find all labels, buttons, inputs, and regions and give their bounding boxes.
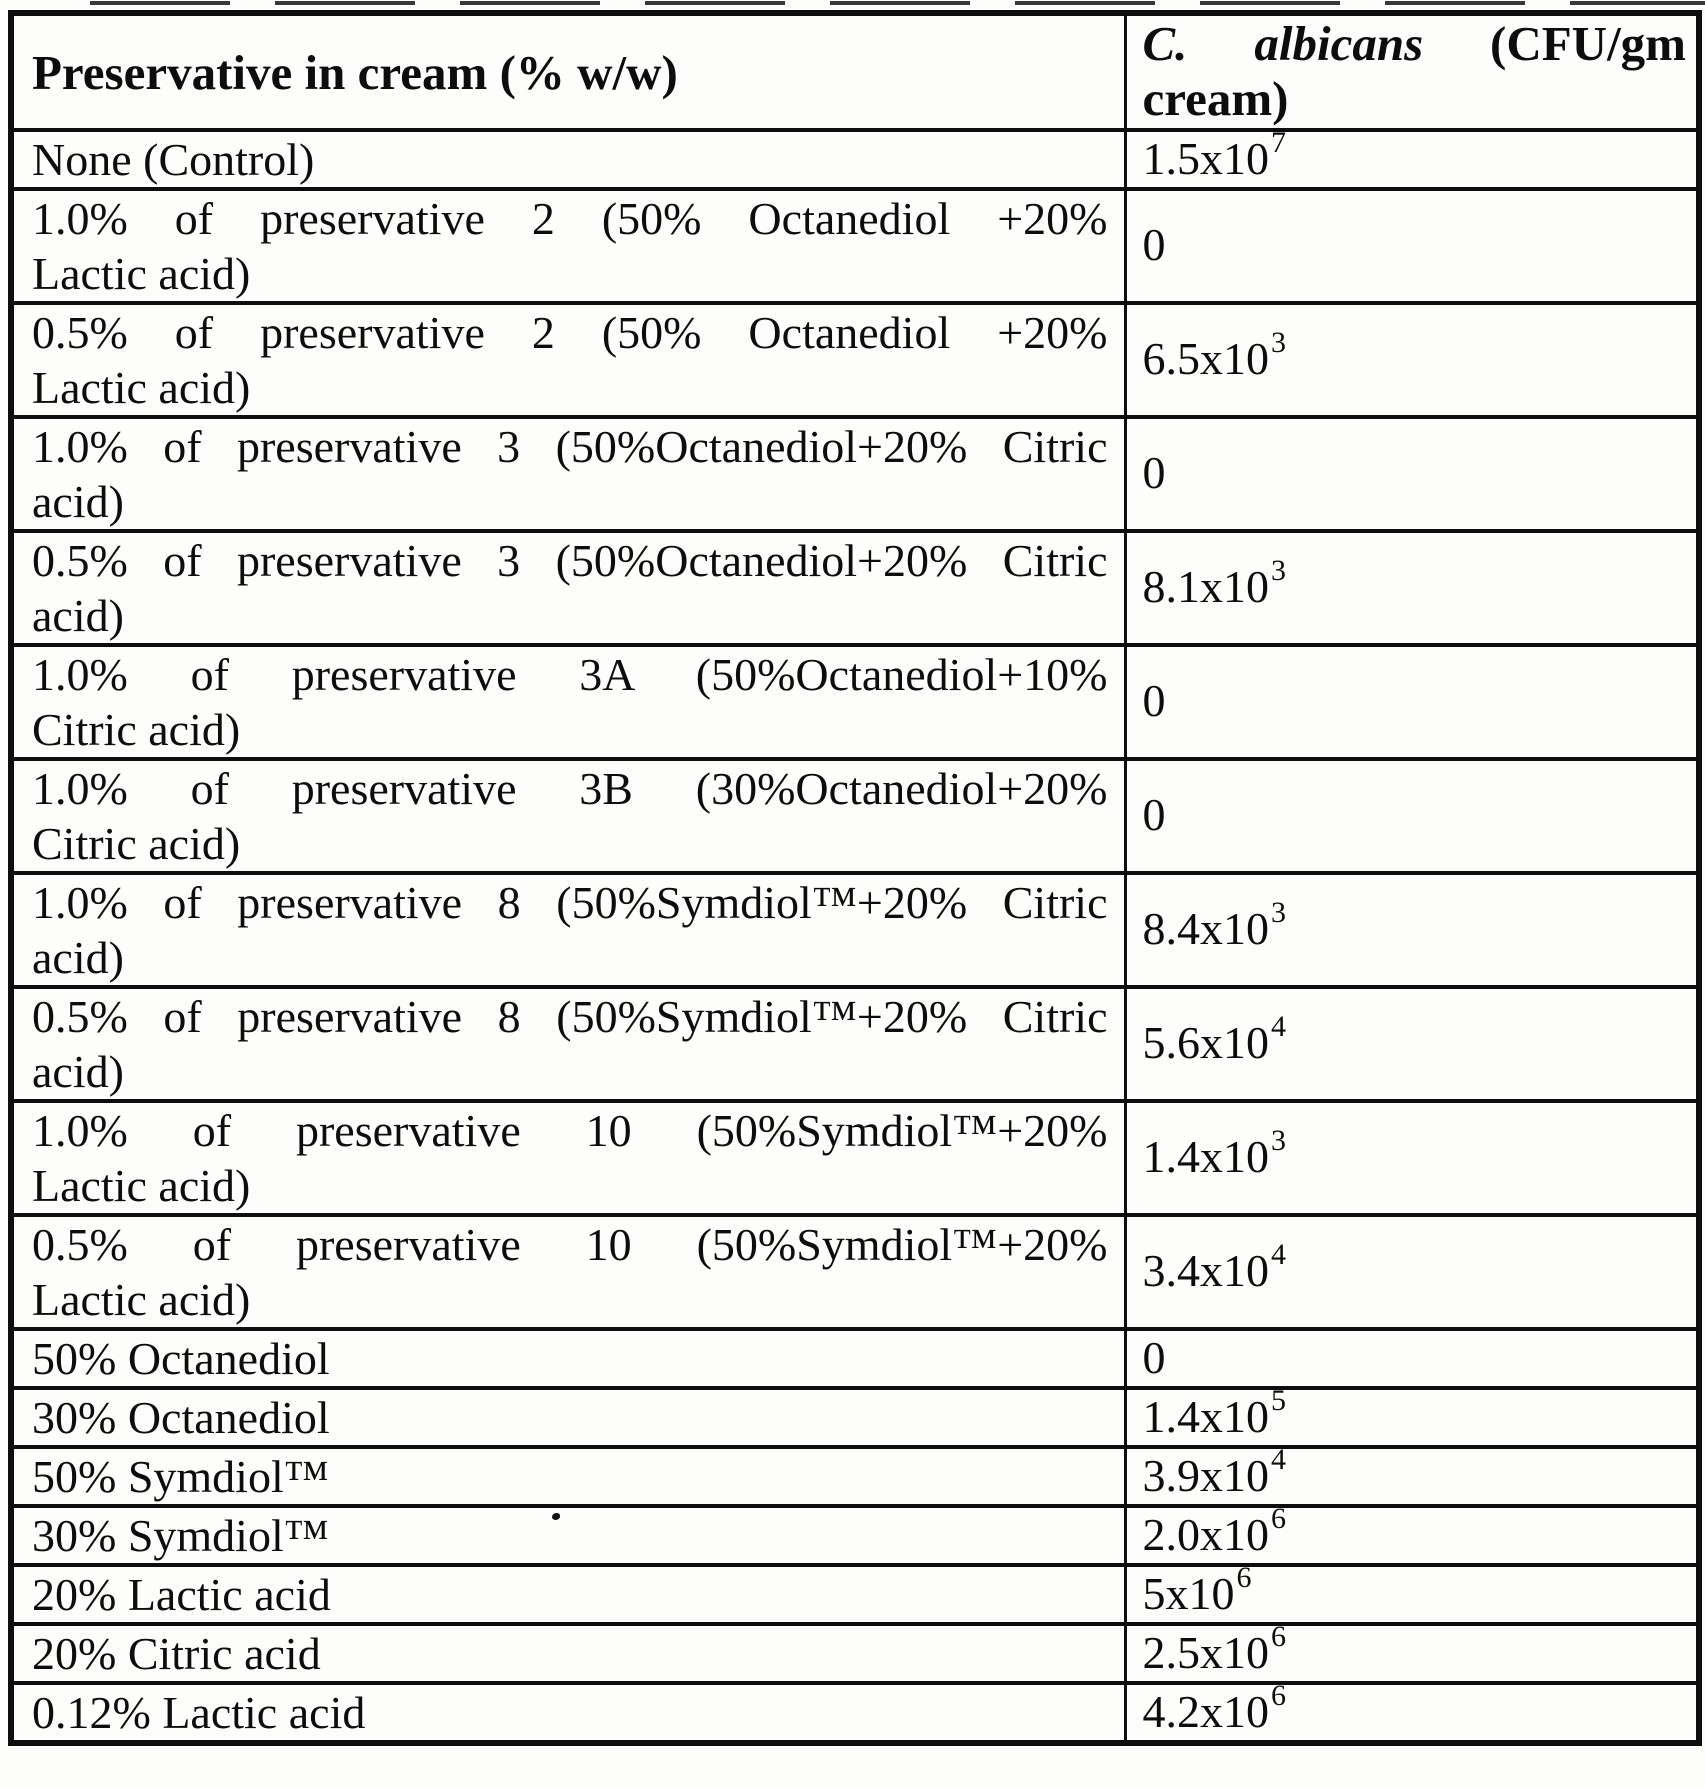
cfu-value-cell: 1.4x103 <box>1123 1099 1699 1217</box>
cfu-value-cell: 0 <box>1123 415 1699 533</box>
cfu-value: 6.5x10 <box>1142 333 1270 384</box>
table-row: 20% Lactic acid 5x106 <box>11 1563 1699 1626</box>
preservative-cell: 1.0% of preservative 3B (30%Octanediol+2… <box>11 757 1125 875</box>
table-row: 0.12% Lactic acid 4.2x106 <box>11 1681 1699 1745</box>
cfu-value: 0 <box>1142 1331 1166 1383</box>
preservative-cell: 0.5% of preservative 10 (50%Symdiol™+20%… <box>11 1213 1125 1331</box>
table-row: 0.5% of preservative 2 (50% Octanediol +… <box>11 301 1699 419</box>
preservative-cell: 50% Symdiol™ <box>11 1445 1125 1508</box>
preservative-header-cell: Preservative in cream (% w/w) <box>11 11 1125 132</box>
cfu-header-line1: C. albicans (CFU/gm <box>1142 16 1687 71</box>
table-row: 30% Octanediol 1.4x105 <box>11 1386 1699 1449</box>
table-row: 20% Citric acid 2.5x106 <box>11 1622 1699 1685</box>
table-row: 1.0% of preservative 3A (50%Octanediol+1… <box>11 643 1699 761</box>
cfu-value-cell: 2.0x106 <box>1123 1504 1699 1567</box>
table-row: 1.0% of preservative 2 (50% Octanediol +… <box>11 187 1699 305</box>
cfu-value: 0 <box>1142 675 1166 726</box>
cfu-exponent: 7 <box>1271 130 1286 159</box>
cfu-value: 2.0x10 <box>1142 1508 1270 1560</box>
species-name: C. albicans <box>1142 16 1424 71</box>
table-row: 1.0% of preservative 3 (50%Octanediol+20… <box>11 415 1699 533</box>
cfu-exponent: 5 <box>1271 1388 1286 1417</box>
cfu-value-cell: 3.9x104 <box>1123 1445 1699 1508</box>
table-row: 50% Octanediol 0 <box>11 1327 1699 1390</box>
cfu-value-cell: 1.5x107 <box>1123 128 1699 191</box>
cfu-value-cell: 3.4x104 <box>1123 1213 1699 1331</box>
preservative-cell: 1.0% of preservative 8 (50%Symdiol™+20% … <box>11 871 1125 989</box>
cfu-value-cell: 8.4x103 <box>1123 871 1699 989</box>
cfu-value: 8.4x10 <box>1142 903 1270 954</box>
preservative-cell: 0.5% of preservative 8 (50%Symdiol™+20% … <box>11 985 1125 1103</box>
cfu-value: 3.9x10 <box>1142 1449 1270 1501</box>
cfu-exponent: 3 <box>1271 554 1286 587</box>
cfu-value: 0 <box>1142 789 1166 840</box>
cfu-value-cell: 4.2x106 <box>1123 1681 1699 1745</box>
cfu-exponent: 6 <box>1236 1565 1252 1594</box>
cfu-value-cell: 5.6x104 <box>1123 985 1699 1103</box>
cfu-value: 5.6x10 <box>1142 1017 1270 1068</box>
cfu-header-line2: cream) <box>1142 71 1289 126</box>
cfu-value: 5x10 <box>1142 1567 1235 1619</box>
cfu-value: 0 <box>1142 219 1166 270</box>
cfu-value-cell: 1.4x105 <box>1123 1386 1699 1449</box>
preservative-header-label: Preservative in cream (% w/w) <box>32 44 678 100</box>
scan-artifact-line <box>90 1 1705 5</box>
cfu-exponent: 6 <box>1271 1506 1286 1535</box>
table-row: 0.5% of preservative 10 (50%Symdiol™+20%… <box>11 1213 1699 1331</box>
preservative-cell: 0.5% of preservative 3 (50%Octanediol+20… <box>11 529 1125 647</box>
cfu-value: 3.4x10 <box>1142 1245 1270 1296</box>
preservative-cell: 1.0% of preservative 3 (50%Octanediol+20… <box>11 415 1125 533</box>
preservative-cell: 1.0% of preservative 10 (50%Symdiol™+20%… <box>11 1099 1125 1217</box>
table-row: None (Control) 1.5x107 <box>11 128 1699 191</box>
cfu-value: 1.4x10 <box>1142 1131 1270 1182</box>
cfu-exponent: 3 <box>1271 326 1286 359</box>
cfu-value-cell: 2.5x106 <box>1123 1622 1699 1685</box>
cfu-value-cell: 0 <box>1123 1327 1699 1390</box>
cfu-value: 4.2x10 <box>1142 1685 1270 1737</box>
cfu-exponent: 4 <box>1271 1010 1286 1043</box>
preservative-cell: 0.5% of preservative 2 (50% Octanediol +… <box>11 301 1125 419</box>
table-row: 1.0% of preservative 3B (30%Octanediol+2… <box>11 757 1699 875</box>
cfu-value: 1.5x10 <box>1142 132 1270 184</box>
table-row: 1.0% of preservative 10 (50%Symdiol™+20%… <box>11 1099 1699 1217</box>
preservative-cell: 20% Citric acid <box>11 1622 1125 1685</box>
preservative-cell: 50% Octanediol <box>11 1327 1125 1390</box>
cfu-exponent: 3 <box>1271 1124 1286 1157</box>
cfu-value: 0 <box>1142 447 1166 498</box>
cfu-exponent: 3 <box>1271 896 1286 929</box>
preservative-cell: 30% Octanediol <box>11 1386 1125 1449</box>
cfu-exponent: 4 <box>1271 1238 1286 1271</box>
cfu-value-cell: 6.5x103 <box>1123 301 1699 419</box>
cfu-value-cell: 5x106 <box>1123 1563 1699 1626</box>
cfu-value-cell: 0 <box>1123 187 1699 305</box>
cfu-value-cell: 8.1x103 <box>1123 529 1699 647</box>
table-row: 50% Symdiol™ 3.9x104 <box>11 1445 1699 1508</box>
preservative-cell: 1.0% of preservative 2 (50% Octanediol +… <box>11 187 1125 305</box>
header-row: Preservative in cream (% w/w) C. albican… <box>11 11 1699 132</box>
preservative-cell: 0.12% Lactic acid <box>11 1681 1125 1745</box>
cfu-value: 8.1x10 <box>1142 561 1270 612</box>
cfu-value: 1.4x10 <box>1142 1390 1270 1442</box>
cfu-header-cell: C. albicans (CFU/gm cream) <box>1123 11 1699 132</box>
table-row: 1.0% of preservative 8 (50%Symdiol™+20% … <box>11 871 1699 989</box>
cfu-exponent: 4 <box>1271 1447 1286 1476</box>
cfu-exponent: 6 <box>1271 1624 1286 1653</box>
results-table: Preservative in cream (% w/w) C. albican… <box>8 10 1702 1746</box>
table-row: 0.5% of preservative 8 (50%Symdiol™+20% … <box>11 985 1699 1103</box>
cfu-unit-part1: (CFU/gm <box>1490 16 1686 71</box>
preservative-cell: 20% Lactic acid <box>11 1563 1125 1626</box>
cfu-value-cell: 0 <box>1123 757 1699 875</box>
preservative-cell: 30% Symdiol™ <box>11 1504 1125 1567</box>
table-row: 0.5% of preservative 3 (50%Octanediol+20… <box>11 529 1699 647</box>
cfu-exponent: 6 <box>1271 1683 1286 1712</box>
preservative-cell: 1.0% of preservative 3A (50%Octanediol+1… <box>11 643 1125 761</box>
cfu-value-cell: 0 <box>1123 643 1699 761</box>
cfu-value: 2.5x10 <box>1142 1626 1270 1678</box>
preservative-cell: None (Control) <box>11 128 1125 191</box>
table-row: 30% Symdiol™ 2.0x106 <box>11 1504 1699 1567</box>
